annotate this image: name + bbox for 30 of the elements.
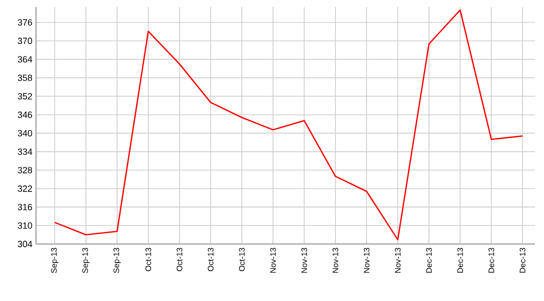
y-tick-label: 340 [18,130,32,136]
x-tick-label: Nov-13 [270,248,276,273]
x-tick-label: Dec-13 [488,248,494,273]
y-tick-label: 358 [18,74,32,81]
x-tick-label: Oct-13 [239,248,245,272]
y-tick-label: 352 [18,93,32,100]
x-tick-label: Dec-13 [520,248,526,273]
x-tick-label: Nov-13 [301,248,308,273]
y-tick-label: 316 [18,204,32,210]
y-tick-label: 334 [18,148,32,155]
x-tick-label: Dec-13 [426,248,432,273]
y-tick-label: 370 [18,38,32,44]
x-tick-label: Oct-13 [176,248,182,272]
y-tick-label: 346 [18,112,32,118]
y-tick-label: 310 [18,222,32,229]
x-tick-label: Dec-13 [457,248,463,273]
x-tick-label: Oct-13 [145,248,152,272]
y-tick-label: 322 [18,185,32,192]
y-tick-label: 328 [18,166,32,174]
y-tick-label: 304 [18,240,32,248]
x-tick-label: Nov-13 [364,248,370,273]
x-tick-label: Sep-13 [113,248,121,273]
x-tick-label: Nov-13 [394,248,401,273]
x-tick-label: Sep-13 [82,248,90,273]
x-tick-label: Oct-13 [208,248,214,272]
y-tick-label: 376 [18,19,32,26]
y-tick-label: 364 [18,56,32,63]
x-tick-label: Nov-13 [332,248,338,273]
line-series [54,9,524,240]
x-tick-label: Sep-13 [51,248,58,273]
